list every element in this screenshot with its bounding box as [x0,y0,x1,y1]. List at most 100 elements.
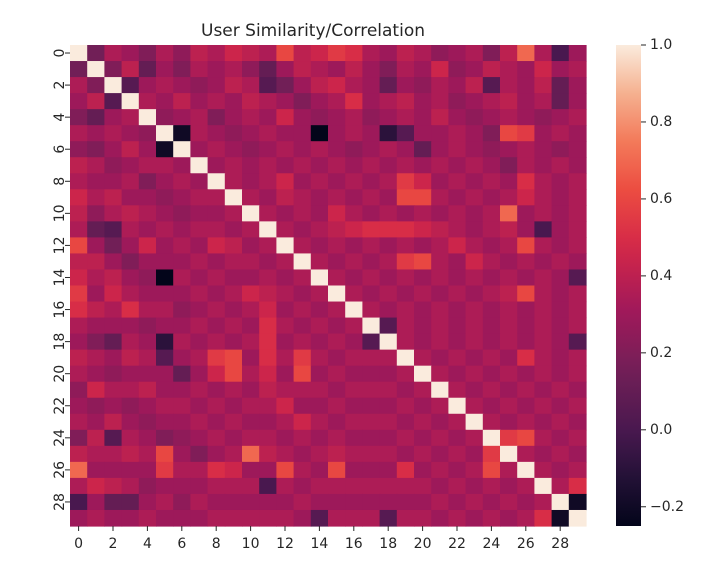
heatmap-cell [379,301,398,319]
heatmap-cell [293,77,312,94]
heatmap-cell [448,109,467,126]
heatmap-cell [345,77,363,94]
heatmap-cell [293,221,312,238]
heatmap-cell [70,141,88,158]
heatmap-cell [276,461,295,479]
heatmap-cell [534,365,553,383]
heatmap-cell [414,93,432,110]
heatmap-cell [362,237,381,255]
x-tick-label: 26 [517,536,535,552]
heatmap-cell [362,445,381,463]
heatmap-cell [568,125,587,142]
heatmap-cell [517,397,535,415]
heatmap-cell [156,61,174,78]
heatmap-cell [500,509,518,527]
heatmap-cell [448,205,467,222]
heatmap-cell [259,461,277,479]
heatmap-cell [517,77,535,94]
heatmap-cell [121,349,140,367]
heatmap-cell [173,285,191,303]
heatmap-cell [431,237,449,255]
heatmap-cell [173,301,191,319]
heatmap-cell [138,349,157,367]
heatmap-cell [121,477,140,495]
heatmap-cell [224,429,243,447]
heatmap-cell [568,77,587,94]
heatmap-cell [517,445,535,463]
heatmap-cell [121,253,140,271]
heatmap-cell [242,77,260,94]
heatmap-cell [414,445,432,463]
heatmap-cell [500,493,518,511]
heatmap-cell [293,381,312,399]
heatmap-cell [276,61,295,78]
heatmap-cell [310,301,329,319]
heatmap-cell [190,317,209,335]
heatmap-cell [259,173,277,190]
heatmap-cell [362,125,381,142]
heatmap-cell [259,413,277,431]
heatmap-cell [396,173,415,190]
heatmap-cell [465,445,484,463]
heatmap-cell [224,173,243,190]
heatmap-cell [517,125,535,142]
heatmap-cell [259,269,277,287]
heatmap-cell [173,429,191,447]
heatmap-cell [310,45,329,62]
heatmap-cell [448,365,467,383]
heatmap-cell [534,285,553,303]
heatmap-cell [259,45,277,62]
heatmap-cell [242,493,260,511]
heatmap-cell [551,237,570,255]
heatmap-cell [224,445,243,463]
heatmap-cell [517,349,535,367]
heatmap-cell [121,445,140,463]
heatmap-cell [465,381,484,399]
heatmap-cell [345,285,363,303]
heatmap-cell [379,221,398,238]
heatmap-cell [379,189,398,206]
heatmap-cell [104,253,123,271]
heatmap-cell [345,349,363,367]
heatmap-cell [345,413,363,431]
heatmap-cell [414,365,432,383]
heatmap-cell [517,429,535,447]
heatmap-cell [121,509,140,527]
heatmap-cell [190,365,209,383]
heatmap-cell [259,157,277,174]
heatmap-cell [104,381,123,399]
heatmap-cell [173,173,191,190]
heatmap-cell [568,397,587,415]
heatmap-cell [276,333,295,351]
heatmap-cell [345,93,363,110]
heatmap-cell [379,93,398,110]
heatmap-cell [138,477,157,495]
heatmap-cell [207,397,226,415]
heatmap-cell [328,93,346,110]
heatmap-cell [293,141,312,158]
heatmap-cell [156,77,174,94]
heatmap-cell [207,189,226,206]
heatmap-cell [345,493,363,511]
heatmap-cell [414,77,432,94]
heatmap-cell [224,493,243,511]
heatmap-cell [534,205,553,222]
heatmap-cell [465,221,484,238]
heatmap-cell [568,253,587,271]
heatmap-cell [70,237,88,255]
heatmap-cell [121,301,140,319]
x-tick-label: 6 [177,536,186,552]
heatmap-cell [379,173,398,190]
heatmap-cell [276,125,295,142]
x-tick-label: 0 [74,536,83,552]
heatmap-cell [328,157,346,174]
heatmap-cell [551,429,570,447]
heatmap-cell [362,509,381,527]
heatmap-cell [534,45,553,62]
heatmap-cell [448,269,467,287]
heatmap-cell [242,445,260,463]
heatmap-cell [173,157,191,174]
heatmap-cell [465,493,484,511]
heatmap-cell [207,349,226,367]
heatmap-cell [138,61,157,78]
